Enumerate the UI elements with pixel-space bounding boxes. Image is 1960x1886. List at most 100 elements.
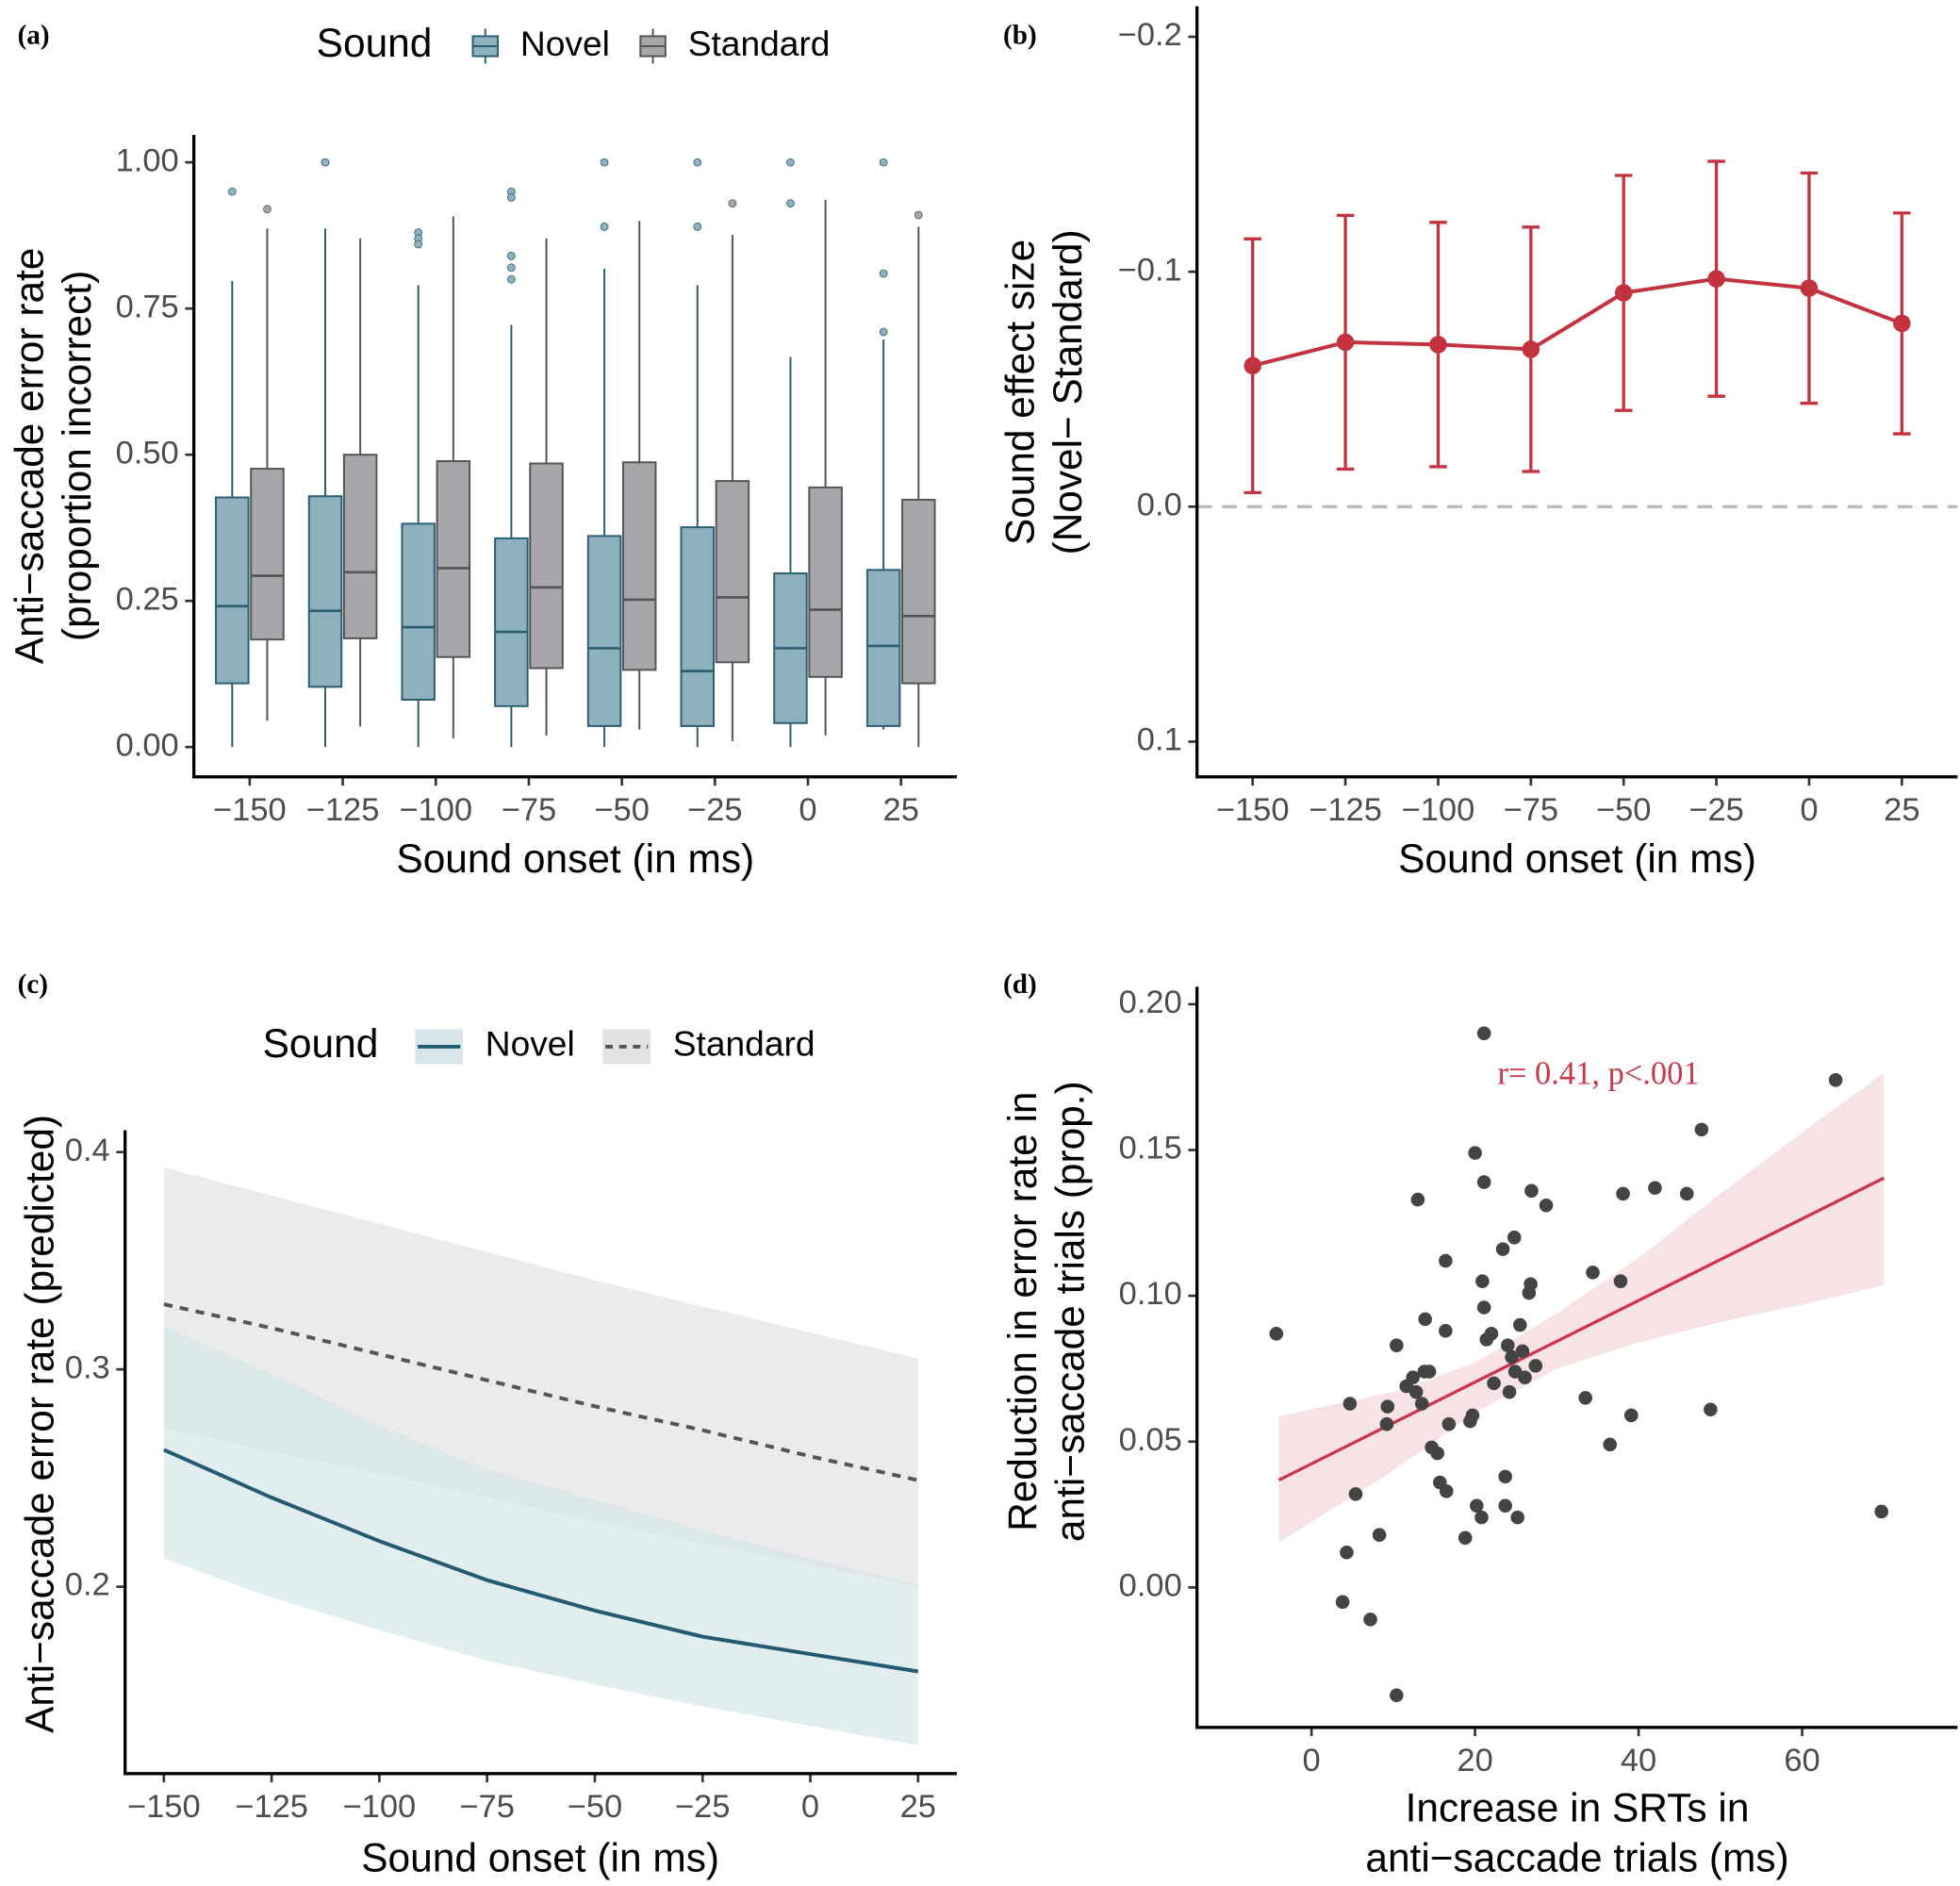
outlier: [414, 240, 423, 249]
outlier: [600, 223, 609, 231]
box: [865, 569, 901, 727]
line: [163, 1448, 919, 1674]
x-tick-label: −125: [1309, 792, 1382, 828]
y-tick-label: 0.05: [1119, 1422, 1182, 1458]
point: [1348, 1487, 1363, 1501]
y-axis-title: Reduction in error rate in: [1000, 1092, 1045, 1531]
box: [250, 468, 285, 641]
point: [1468, 1146, 1482, 1160]
x-axis-title: anti−saccade trials (ms): [1365, 1836, 1788, 1880]
outlier: [506, 252, 516, 260]
x-tick-label: −100: [343, 1789, 417, 1825]
y-axis-title: (proportion incorrect): [55, 271, 99, 641]
point: [1244, 356, 1262, 375]
point: [1704, 1402, 1718, 1417]
outlier: [786, 199, 795, 207]
box: [715, 480, 750, 664]
x-tick-label: 20: [1457, 1743, 1492, 1778]
y-axis-title: anti−saccade trials (prop.): [1048, 1081, 1093, 1542]
point: [1498, 1469, 1512, 1484]
point: [1505, 1349, 1519, 1365]
outlier: [263, 205, 272, 214]
point: [1513, 1317, 1527, 1332]
axes: [124, 1130, 957, 1776]
outlier: [600, 157, 609, 167]
x-tick-label: 0: [799, 792, 816, 828]
point: [1518, 1370, 1532, 1385]
point: [1363, 1613, 1377, 1627]
point: [1380, 1399, 1395, 1414]
y-tick-label: 0.1: [1137, 722, 1182, 758]
point: [1616, 1186, 1630, 1201]
x-tick-label: 0: [1303, 1743, 1321, 1778]
point: [1487, 1376, 1501, 1391]
point: [1648, 1181, 1662, 1196]
point: [1408, 1384, 1424, 1399]
point: [1707, 270, 1725, 288]
point: [1476, 1300, 1491, 1315]
y-tick-label: 0.00: [116, 727, 179, 763]
axes: [1195, 6, 1958, 779]
outlier: [914, 210, 923, 220]
box: [621, 461, 657, 671]
x-tick-label: −50: [568, 1789, 623, 1825]
point: [1495, 1242, 1510, 1256]
x-tick-label: −100: [1402, 792, 1475, 828]
line: [1252, 276, 1903, 368]
x-tick-label: −150: [1216, 792, 1290, 828]
point: [1439, 1323, 1453, 1338]
y-tick-label: 0.75: [116, 289, 179, 324]
point: [1874, 1504, 1888, 1519]
point: [1474, 1510, 1489, 1525]
y-tick-label: 0.50: [116, 435, 179, 471]
x-tick-label: −50: [594, 792, 650, 828]
x-tick-label: −25: [687, 792, 743, 828]
box: [494, 537, 529, 707]
point: [1515, 1344, 1530, 1359]
x-tick-label: −75: [502, 792, 557, 828]
box: [808, 486, 843, 678]
y-axis-title: Sound effect size: [997, 240, 1042, 545]
point: [1476, 1175, 1491, 1189]
outlier: [321, 157, 330, 167]
outlier: [879, 269, 888, 278]
x-tick-label: 25: [883, 792, 919, 828]
point: [1800, 279, 1819, 297]
x-tick-label: −125: [306, 792, 380, 828]
x-tick-label: −150: [127, 1789, 201, 1825]
x-tick-label: 25: [900, 1789, 936, 1825]
legend-title: Sound: [263, 1021, 379, 1066]
x-tick-label: −25: [675, 1789, 731, 1825]
annotation: r= 0.41, p<.001: [1497, 1056, 1699, 1092]
panel-label: (b): [1003, 20, 1037, 50]
point: [1623, 1408, 1639, 1423]
point: [1414, 1397, 1429, 1411]
fit-line: [1277, 1176, 1886, 1482]
point: [1422, 1365, 1437, 1379]
box: [401, 522, 436, 701]
point: [1603, 1437, 1618, 1452]
point: [1679, 1186, 1694, 1201]
point: [1586, 1266, 1600, 1280]
point: [1502, 1384, 1517, 1399]
point: [1418, 1312, 1432, 1327]
y-tick-label: 0.4: [65, 1133, 110, 1168]
point: [1893, 314, 1911, 333]
y-tick-label: 0.2: [65, 1567, 110, 1603]
y-tick-label: −0.2: [1118, 17, 1182, 53]
y-tick-label: 0.00: [1119, 1567, 1182, 1603]
axes: [191, 135, 957, 779]
legend-label: Novel: [520, 24, 610, 63]
box: [586, 535, 622, 727]
point: [1406, 1370, 1420, 1385]
outlier: [506, 263, 516, 273]
point: [1336, 333, 1355, 352]
x-tick-label: −75: [1504, 792, 1559, 828]
x-tick-label: −50: [1596, 792, 1652, 828]
x-tick-label: −75: [459, 1789, 515, 1825]
point: [1522, 340, 1540, 358]
point: [1379, 1416, 1394, 1431]
point: [1528, 1359, 1543, 1373]
x-tick-label: 0: [1800, 792, 1818, 828]
